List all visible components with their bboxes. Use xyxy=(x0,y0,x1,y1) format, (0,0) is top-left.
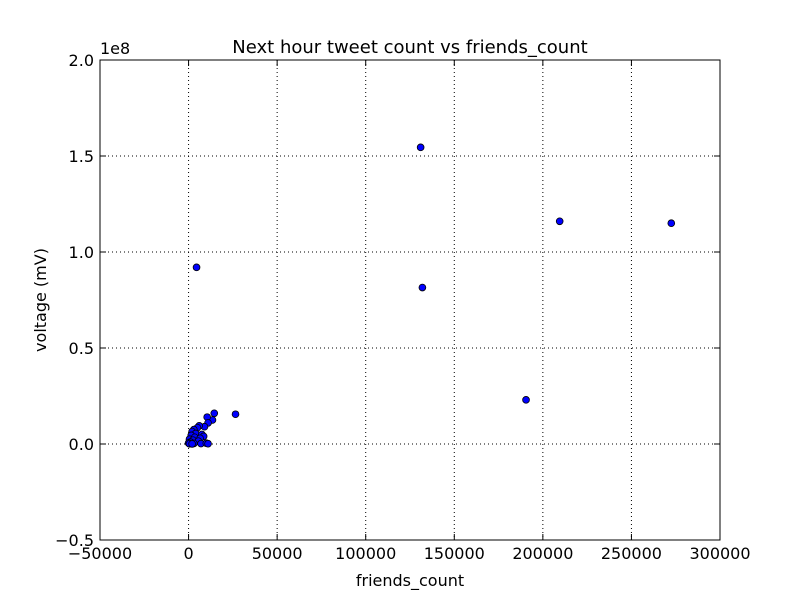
x-tick-labels: −50000 0 50000 100000 150000 200000 250000 3000… xyxy=(68,544,751,563)
scatter-point xyxy=(210,409,219,418)
scatter-point xyxy=(418,283,427,292)
scatter-point xyxy=(416,143,425,152)
scatter-point xyxy=(231,410,240,419)
y-tick-label: 0.5 xyxy=(69,339,94,358)
x-tick-label: 200000 xyxy=(512,544,573,563)
y-tick-label: 1.5 xyxy=(69,147,94,166)
scatter-point xyxy=(192,263,201,272)
chart-title: Next hour tweet count vs friends_count xyxy=(232,37,587,58)
x-tick-label: 100000 xyxy=(335,544,396,563)
x-tick-label: 300000 xyxy=(689,544,750,563)
x-tick-label: 0 xyxy=(183,544,193,563)
y-axis-label: voltage (mV) xyxy=(31,248,50,352)
plot-frame xyxy=(99,59,721,541)
data-points xyxy=(184,143,676,448)
y-tick-label: 1.0 xyxy=(69,243,94,262)
x-axis-label: friends_count xyxy=(356,571,464,591)
x-tick-label: 150000 xyxy=(424,544,485,563)
x-tick-label: 50000 xyxy=(252,544,303,563)
grid-lines xyxy=(100,60,720,540)
y-axis-multiplier: 1e8 xyxy=(100,39,130,58)
scatter-point xyxy=(204,439,212,448)
y-tick-labels: −0.5 0.0 0.5 1.0 1.5 2.0 xyxy=(55,51,94,550)
y-tick-label: 0.0 xyxy=(69,435,94,454)
scatter-point xyxy=(522,396,530,404)
scatter-point xyxy=(667,219,676,228)
x-tick-label: 250000 xyxy=(601,544,662,563)
y-tick-label: 2.0 xyxy=(69,51,94,70)
scatter-point xyxy=(555,217,564,226)
y-tick-label: −0.5 xyxy=(55,531,94,550)
scatter-point xyxy=(188,440,196,448)
x-tick-label: −50000 xyxy=(68,544,132,563)
axis-ticks xyxy=(99,59,721,541)
